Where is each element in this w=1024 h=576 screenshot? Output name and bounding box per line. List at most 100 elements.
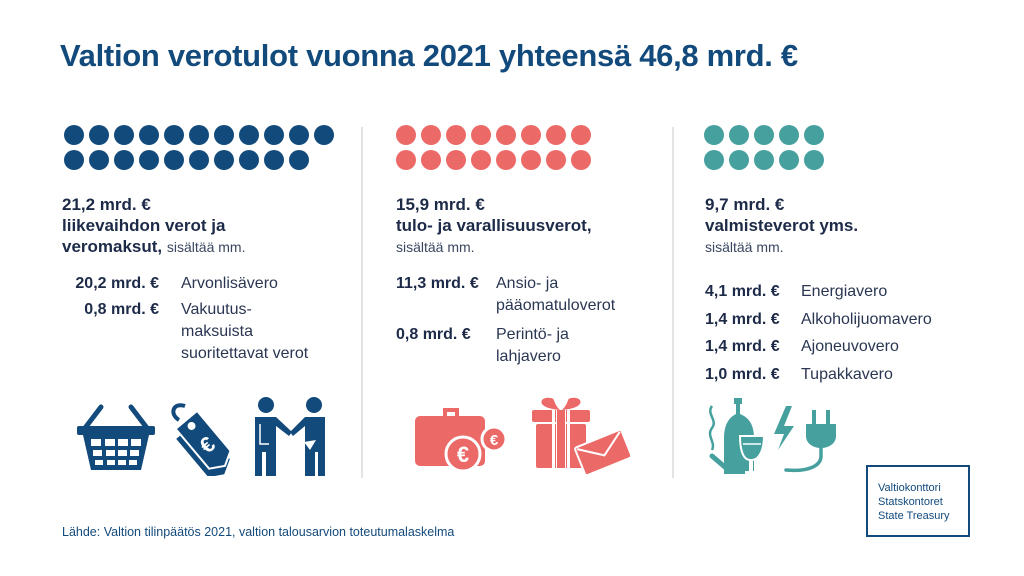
list-item: 0,8 mrd. € Perintö- ja lahjavero: [396, 324, 615, 368]
billion-euro-dot: [64, 150, 84, 170]
billion-euro-dot: [114, 125, 134, 145]
column-2-category: tulo- ja varallisuusverot,: [396, 216, 592, 235]
item-amount: 1,4 mrd. €: [705, 310, 780, 328]
item-amount: 4,1 mrd. €: [705, 283, 780, 300]
logo-line-fi: Valtiokonttori: [878, 482, 941, 494]
billion-euro-dot: [779, 125, 799, 145]
billion-euro-dot: [289, 150, 309, 170]
item-label: Energiavero: [801, 283, 888, 300]
billion-euro-dot: [114, 150, 134, 170]
billion-euro-dot: [64, 125, 84, 145]
item-label: Vakuutus- maksuista suoritettavat verot: [181, 301, 309, 362]
billion-euro-dot: [421, 125, 441, 145]
column-1-includes: sisältää mm.: [166, 239, 246, 255]
item-label: Ansio- ja pääomatuloverot: [496, 275, 616, 314]
billion-euro-dot: [446, 150, 466, 170]
item-label: Perintö- ja lahjavero: [496, 326, 569, 365]
billion-euro-dot: [314, 125, 334, 145]
billion-euro-dot: [139, 150, 159, 170]
billion-euro-dot: [754, 150, 774, 170]
logo-line-en: State Treasury: [878, 510, 950, 522]
billion-euro-dot: [189, 125, 209, 145]
billion-euro-dot: [421, 150, 441, 170]
billion-euro-dot: [264, 150, 284, 170]
handshake-people-icon: [255, 397, 325, 476]
billion-euro-dot: [521, 150, 541, 170]
column-divider-1: [361, 127, 363, 478]
item-amount: 20,2 mrd. €: [75, 275, 159, 292]
column-1-amount: 21,2 mrd. €: [62, 195, 151, 214]
billion-euro-dot: [289, 125, 309, 145]
billion-euro-dot: [779, 150, 799, 170]
column-3-amount: 9,7 mrd. €: [705, 195, 785, 214]
billion-euro-dot: [571, 125, 591, 145]
billion-euro-dot: [471, 125, 491, 145]
list-item: 4,1 mrd. € Energiavero: [705, 278, 932, 306]
billion-euro-dot: [164, 125, 184, 145]
list-item: 1,4 mrd. € Ajoneuvovero: [705, 333, 932, 361]
column-3-dots: [704, 125, 834, 170]
billion-euro-dot: [571, 150, 591, 170]
billion-euro-dot: [396, 150, 416, 170]
column-1-category-line2: veromaksut,: [62, 237, 163, 256]
electric-plug-icon: [774, 406, 836, 473]
billion-euro-dot: [729, 150, 749, 170]
billion-euro-dot: [704, 125, 724, 145]
billion-euro-dot: [546, 150, 566, 170]
billion-euro-dot: [189, 150, 209, 170]
source-note: Lähde: Valtion tilinpäätös 2021, valtion…: [62, 525, 455, 539]
billion-euro-dot: [704, 150, 724, 170]
billion-euro-dot: [89, 125, 109, 145]
billion-euro-dot: [446, 125, 466, 145]
billion-euro-dot: [396, 125, 416, 145]
list-item: 1,0 mrd. € Tupakkavero: [705, 361, 932, 389]
billion-euro-dot: [214, 150, 234, 170]
column-2-items: 11,3 mrd. € Ansio- ja pääomatuloverot 0,…: [396, 273, 615, 368]
billion-euro-dot: [804, 150, 824, 170]
billion-euro-dot: [546, 125, 566, 145]
gift-envelope-icon: [532, 397, 630, 474]
valtiokonttori-logo: Valtiokonttori Statskontoret State Treas…: [866, 465, 970, 537]
briefcase-euro-coins-icon: € €: [415, 408, 508, 472]
column-1-items: 20,2 mrd. € Arvonlisävero 0,8 mrd. € Vak…: [62, 273, 308, 365]
item-amount: 1,4 mrd. €: [705, 338, 780, 355]
svg-text:€: €: [457, 442, 469, 467]
item-label: Tupakkavero: [801, 365, 893, 383]
page-title: Valtion verotulot vuonna 2021 yhteensä 4…: [60, 38, 798, 73]
column-1-category-line1: liikevaihdon verot ja: [62, 216, 226, 235]
item-amount: 11,3 mrd. €: [396, 275, 479, 292]
column-2-amount: 15,9 mrd. €: [396, 195, 485, 214]
billion-euro-dot: [804, 125, 824, 145]
column-1-dots: [64, 125, 344, 170]
column-3-heading: 9,7 mrd. € valmisteverot yms. sisältää m…: [705, 194, 975, 258]
item-label: Ajoneuvovero: [801, 338, 899, 355]
billion-euro-dot: [754, 125, 774, 145]
item-label: Arvonlisävero: [181, 275, 278, 292]
billion-euro-dot: [239, 125, 259, 145]
billion-euro-dot: [139, 125, 159, 145]
item-label: Alkoholijuomavero: [801, 310, 932, 328]
shopping-basket-icon: [77, 404, 155, 470]
item-amount: 0,8 mrd. €: [84, 301, 159, 318]
billion-euro-dot: [729, 125, 749, 145]
logo-line-sv: Statskontoret: [878, 496, 943, 508]
column-3-items: 4,1 mrd. € Energiavero 1,4 mrd. € Alkoho…: [705, 278, 932, 388]
euro-price-tag-icon: €: [171, 403, 232, 476]
billion-euro-dot: [264, 125, 284, 145]
list-item: 11,3 mrd. € Ansio- ja pääomatuloverot: [396, 273, 615, 317]
billion-euro-dot: [496, 150, 516, 170]
billion-euro-dot: [214, 125, 234, 145]
column-3-includes: sisältää mm.: [705, 239, 784, 255]
billion-euro-dot: [521, 125, 541, 145]
cigarette-bottle-wine-icon: [708, 398, 766, 475]
billion-euro-dot: [496, 125, 516, 145]
billion-euro-dot: [239, 150, 259, 170]
column-1-heading: 21,2 mrd. € liikevaihdon verot ja veroma…: [62, 194, 342, 258]
billion-euro-dot: [471, 150, 491, 170]
svg-text:€: €: [490, 432, 499, 449]
column-3-category: valmisteverot yms.: [705, 216, 859, 235]
column-divider-2: [672, 127, 674, 478]
item-amount: 1,0 mrd. €: [705, 365, 780, 383]
item-amount: 0,8 mrd. €: [396, 326, 471, 343]
column-2-heading: 15,9 mrd. € tulo- ja varallisuusverot, s…: [396, 194, 666, 258]
